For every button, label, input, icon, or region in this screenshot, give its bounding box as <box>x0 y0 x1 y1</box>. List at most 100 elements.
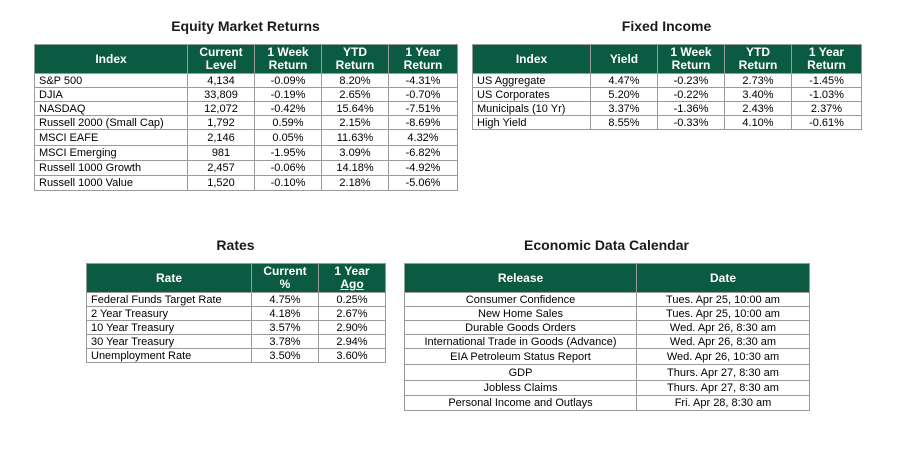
fixed-cell: -0.61% <box>791 115 862 130</box>
fixed-cell: -0.33% <box>657 115 725 130</box>
equity-cell: Russell 1000 Growth <box>34 160 188 176</box>
fixed-cell: 2.37% <box>791 101 862 116</box>
equity-cell: 2,146 <box>187 129 255 146</box>
rates-header-1year-ago: 1 Year Ago <box>318 263 386 293</box>
fixed-header-1year: 1 Year Return <box>791 44 862 74</box>
equity-cell: 12,072 <box>187 101 255 116</box>
calendar-header-row: Release Date <box>404 263 810 293</box>
rates-cell: 3.50% <box>251 348 319 363</box>
equity-cell: 0.59% <box>254 115 322 130</box>
equity-cell: -5.06% <box>388 175 458 191</box>
equity-cell: S&P 500 <box>34 73 188 88</box>
equity-title: Equity Market Returns <box>171 18 320 34</box>
equity-cell: 33,809 <box>187 87 255 102</box>
equity-cell: -0.70% <box>388 87 458 102</box>
rates-cell: Federal Funds Target Rate <box>86 292 252 307</box>
fixed-income-title: Fixed Income <box>621 18 712 34</box>
calendar-cell: Personal Income and Outlays <box>404 395 637 411</box>
rates-row: 10 Year Treasury 3.57% 2.90% <box>86 320 386 335</box>
equity-cell: DJIA <box>34 87 188 102</box>
fixed-cell: 3.40% <box>724 87 792 102</box>
calendar-cell: Thurs. Apr 27, 8:30 am <box>636 364 810 381</box>
equity-cell: -4.92% <box>388 160 458 176</box>
rates-header-row: Rate Current% 1 Year Ago <box>86 263 386 293</box>
fixed-row: US Corporates 5.20% -0.22% 3.40% -1.03% <box>472 87 862 102</box>
calendar-cell: Fri. Apr 28, 8:30 am <box>636 395 810 411</box>
equity-cell: MSCI EAFE <box>34 129 188 146</box>
rates-section: Rates Rate Current% 1 Year Ago Federal Fu… <box>86 236 386 363</box>
fixed-cell: -1.45% <box>791 73 862 88</box>
equity-row: Russell 2000 (Small Cap) 1,792 0.59% 2.15% -… <box>34 115 458 130</box>
rates-cell: 2.90% <box>318 320 386 335</box>
rates-header-rate: Rate <box>86 263 252 293</box>
fixed-header-yield: Yield <box>590 44 658 74</box>
equity-section: Equity Market Returns Index Current Level… <box>34 17 458 191</box>
equity-cell: -4.31% <box>388 73 458 88</box>
rates-cell: 2 Year Treasury <box>86 306 252 321</box>
calendar-cell: GDP <box>404 364 637 381</box>
equity-header-1year: 1 Year Return <box>388 44 458 74</box>
equity-table: Index Current Level 1 Week Return YTD Retur… <box>34 44 458 191</box>
fixed-row: High Yield 8.55% -0.33% 4.10% -0.61% <box>472 115 862 130</box>
calendar-cell: Durable Goods Orders <box>404 320 637 335</box>
calendar-section: Economic Data Calendar Release Date Cons… <box>404 236 810 411</box>
equity-header-row: Index Current Level 1 Week Return YTD Retur… <box>34 44 458 74</box>
equity-row: NASDAQ 12,072 -0.42% 15.64% -7.51% <box>34 101 458 116</box>
equity-cell: 981 <box>187 145 255 161</box>
rates-cell: 0.25% <box>318 292 386 307</box>
rates-row: 2 Year Treasury 4.18% 2.67% <box>86 306 386 321</box>
equity-header-ytd: YTD Return <box>321 44 389 74</box>
fixed-cell: 8.55% <box>590 115 658 130</box>
equity-cell: 2.65% <box>321 87 389 102</box>
calendar-cell: Wed. Apr 26, 8:30 am <box>636 334 810 349</box>
fixed-cell: US Corporates <box>472 87 591 102</box>
fixed-cell: 4.10% <box>724 115 792 130</box>
fixed-cell: 2.43% <box>724 101 792 116</box>
equity-cell: 8.20% <box>321 73 389 88</box>
equity-cell: MSCI Emerging <box>34 145 188 161</box>
equity-cell: -0.06% <box>254 160 322 176</box>
calendar-title: Economic Data Calendar <box>524 237 689 253</box>
fixed-header-index: Index <box>472 44 591 74</box>
equity-cell: -6.82% <box>388 145 458 161</box>
equity-row: S&P 500 4,134 -0.09% 8.20% -4.31% <box>34 73 458 88</box>
calendar-cell: Tues. Apr 25, 10:00 am <box>636 306 810 321</box>
equity-cell: -7.51% <box>388 101 458 116</box>
equity-cell: 4.32% <box>388 129 458 146</box>
rates-row: 30 Year Treasury 3.78% 2.94% <box>86 334 386 349</box>
fixed-row: US Aggregate 4.47% -0.23% 2.73% -1.45% <box>472 73 862 88</box>
equity-cell: 3.09% <box>321 145 389 161</box>
rates-table: Rate Current% 1 Year Ago Federal Funds Ta… <box>86 263 386 363</box>
fixed-header-ytd: YTD Return <box>724 44 792 74</box>
fixed-income-section: Fixed Income Index Yield 1 Week Return YT… <box>472 17 862 130</box>
fixed-header-1week: 1 Week Return <box>657 44 725 74</box>
fixed-cell: 5.20% <box>590 87 658 102</box>
fixed-cell: -1.36% <box>657 101 725 116</box>
fixed-cell: -0.22% <box>657 87 725 102</box>
equity-cell: -0.42% <box>254 101 322 116</box>
equity-cell: 0.05% <box>254 129 322 146</box>
calendar-cell: Consumer Confidence <box>404 292 637 307</box>
calendar-cell: EIA Petroleum Status Report <box>404 348 637 365</box>
equity-cell: Russell 2000 (Small Cap) <box>34 115 188 130</box>
equity-cell: 1,792 <box>187 115 255 130</box>
equity-row: MSCI Emerging 981 -1.95% 3.09% -6.82% <box>34 145 458 161</box>
calendar-cell: New Home Sales <box>404 306 637 321</box>
calendar-row: Personal Income and Outlays Fri. Apr 28, … <box>404 395 810 411</box>
calendar-header-date: Date <box>636 263 810 293</box>
calendar-cell: Wed. Apr 26, 8:30 am <box>636 320 810 335</box>
equity-cell: 2.15% <box>321 115 389 130</box>
fixed-cell: High Yield <box>472 115 591 130</box>
equity-cell: 11.63% <box>321 129 389 146</box>
calendar-row: EIA Petroleum Status Report Wed. Apr 26, … <box>404 348 810 365</box>
rates-cell: 4.18% <box>251 306 319 321</box>
fixed-cell: -0.23% <box>657 73 725 88</box>
equity-row: Russell 1000 Growth 2,457 -0.06% 14.18% -4.9… <box>34 160 458 176</box>
calendar-cell: Jobless Claims <box>404 380 637 396</box>
rates-cell: 2.94% <box>318 334 386 349</box>
fixed-cell: Municipals (10 Yr) <box>472 101 591 116</box>
calendar-table: Release Date Consumer Confidence Tues. Ap… <box>404 263 810 411</box>
rates-cell: 3.60% <box>318 348 386 363</box>
calendar-row: Durable Goods Orders Wed. Apr 26, 8:30 am <box>404 320 810 335</box>
equity-cell: 4,134 <box>187 73 255 88</box>
